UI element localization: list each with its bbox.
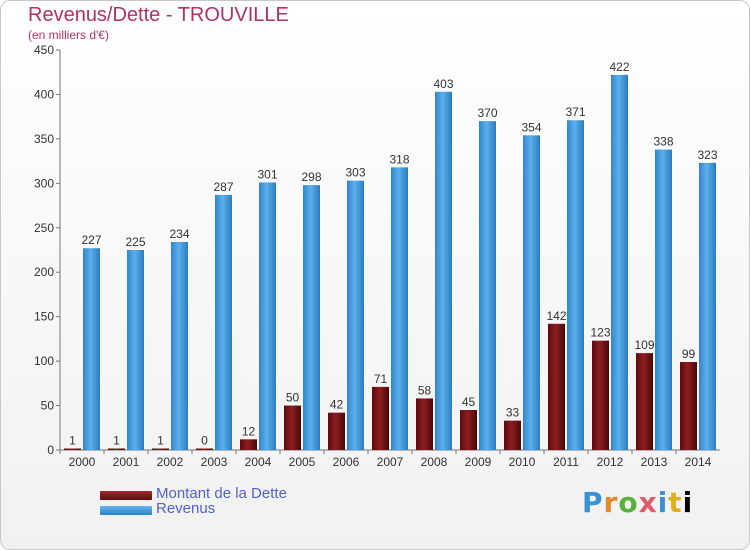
x-tick-label: 2013 <box>641 455 668 469</box>
bar-revenus <box>347 180 364 450</box>
bar-dette <box>460 410 477 450</box>
data-label-dette: 1 <box>113 434 120 448</box>
x-tick-label: 2004 <box>245 455 272 469</box>
bar-dette <box>548 323 565 450</box>
bar-dette <box>504 420 521 450</box>
bar-revenus <box>215 194 232 450</box>
legend-label-revenus: Revenus <box>156 500 216 517</box>
data-label-dette: 12 <box>242 424 256 438</box>
bar-dette <box>680 362 697 450</box>
data-label-revenus: 227 <box>81 233 101 247</box>
x-tick-label: 2005 <box>289 455 316 469</box>
x-tick-label: 2001 <box>113 455 140 469</box>
legend-swatch-revenus <box>100 506 152 515</box>
y-tick-label: 350 <box>34 132 54 146</box>
x-tick-label: 2000 <box>69 455 96 469</box>
bars <box>64 74 716 451</box>
x-tick-label: 2002 <box>157 455 184 469</box>
x-tick-label: 2003 <box>201 455 228 469</box>
bar-dette <box>196 448 213 450</box>
data-label-revenus: 403 <box>433 77 453 91</box>
legend-swatch-dette <box>100 491 152 500</box>
data-label-dette: 1 <box>157 434 164 448</box>
bar-revenus <box>391 167 408 451</box>
data-label-revenus: 298 <box>301 170 321 184</box>
bar-dette <box>240 439 257 450</box>
bar-revenus <box>83 248 100 450</box>
data-label-dette: 45 <box>462 395 476 409</box>
data-label-revenus: 225 <box>125 235 145 249</box>
data-label-dette: 50 <box>286 391 300 405</box>
y-axis: 0 50 100 150 200 250 300 350 400 450 <box>34 43 61 457</box>
legend-label-dette: Montant de la Dette <box>156 485 287 502</box>
data-label-revenus: 303 <box>345 166 365 180</box>
bar-revenus <box>259 182 276 450</box>
proxiti-logo: Proxiti <box>582 486 694 519</box>
data-label-revenus: 354 <box>521 120 541 134</box>
data-label-dette: 1 <box>69 434 76 448</box>
y-tick-label: 150 <box>34 310 54 324</box>
y-tick-label: 0 <box>47 443 54 457</box>
data-label-revenus: 318 <box>389 152 409 166</box>
bar-dette <box>152 448 169 450</box>
data-label-revenus: 338 <box>653 135 673 149</box>
data-label-dette: 58 <box>418 383 432 397</box>
bar-revenus <box>171 242 188 450</box>
data-label-revenus: 371 <box>565 105 585 119</box>
x-tick-label: 2006 <box>333 455 360 469</box>
chart-subtitle: (en milliers d'€) <box>28 28 109 42</box>
bar-revenus <box>699 162 716 450</box>
y-tick-label: 450 <box>34 43 54 57</box>
bar-dette <box>328 412 345 450</box>
data-label-revenus: 323 <box>697 148 717 162</box>
x-tick-label: 2009 <box>465 455 492 469</box>
bar-dette <box>592 340 609 450</box>
y-tick-label: 250 <box>34 221 54 235</box>
bar-dette <box>416 398 433 450</box>
data-label-dette: 0 <box>201 434 208 448</box>
x-tick-label: 2011 <box>553 455 579 469</box>
data-label-dette: 71 <box>374 372 388 386</box>
data-label-dette: 109 <box>634 338 654 352</box>
bar-revenus <box>523 135 540 451</box>
bar-revenus <box>127 250 144 450</box>
y-tick-label: 200 <box>34 265 54 279</box>
data-labels: 1 227 1 225 1 234 0 287 12 301 50 298 42 303 71 318 58 40… <box>69 60 718 448</box>
bar-revenus <box>611 74 628 450</box>
bar-revenus <box>567 120 584 450</box>
bar-revenus <box>435 91 452 451</box>
data-label-dette: 42 <box>330 398 344 412</box>
y-tick-label: 400 <box>34 87 54 101</box>
y-tick-label: 100 <box>34 354 54 368</box>
y-tick-label: 50 <box>41 399 55 413</box>
bar-revenus <box>303 185 320 450</box>
data-label-revenus: 234 <box>169 227 189 241</box>
x-tick-label: 2007 <box>377 455 404 469</box>
data-label-revenus: 301 <box>257 167 277 181</box>
x-tick-label: 2012 <box>597 455 624 469</box>
data-label-revenus: 287 <box>213 180 233 194</box>
bar-dette <box>284 405 301 450</box>
chart-title: Revenus/Dette - TROUVILLE <box>28 4 289 26</box>
x-tick-label: 2008 <box>421 455 448 469</box>
data-label-revenus: 422 <box>609 60 629 74</box>
x-tick-label: 2010 <box>509 455 536 469</box>
bar-dette <box>108 448 125 450</box>
bar-revenus <box>479 121 496 450</box>
data-label-dette: 142 <box>546 309 566 323</box>
x-tick-label: 2014 <box>685 455 712 469</box>
data-label-dette: 99 <box>682 347 696 361</box>
bar-dette <box>636 353 653 450</box>
bar-revenus <box>655 149 672 451</box>
data-label-dette: 33 <box>506 406 520 420</box>
bar-dette <box>64 448 81 450</box>
x-axis: 2000 2001 2002 2003 2004 2005 2006 2007 2008 2009… <box>59 449 720 469</box>
data-label-revenus: 370 <box>477 106 497 120</box>
y-tick-label: 300 <box>34 176 54 190</box>
bar-dette <box>372 386 389 450</box>
data-label-dette: 123 <box>590 326 610 340</box>
